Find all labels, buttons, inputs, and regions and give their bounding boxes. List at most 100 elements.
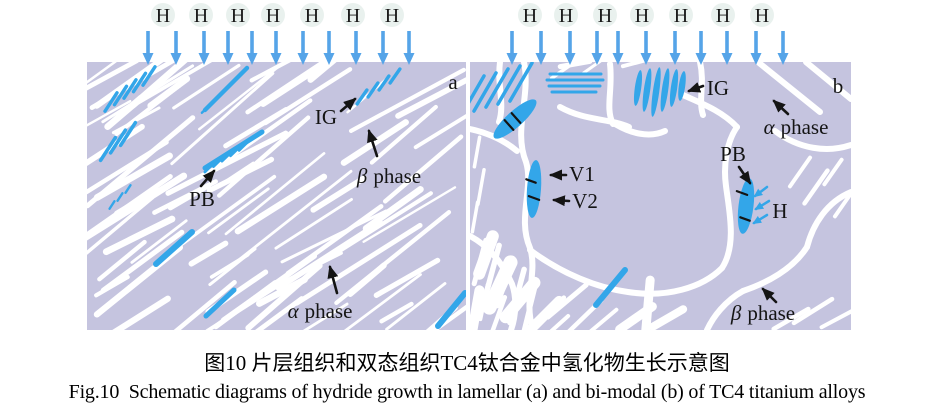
alpha-lamella — [223, 107, 289, 149]
h-atom-circle — [518, 3, 542, 27]
alpha-lamella — [263, 251, 343, 293]
hydride-streak — [122, 78, 138, 100]
hydride-streak — [470, 74, 486, 104]
alpha-lamella — [334, 191, 433, 255]
twin-tick — [525, 178, 537, 184]
alpha-phase-arrow — [327, 265, 339, 295]
h-atom-label: H — [156, 5, 170, 27]
alpha-lamella — [379, 301, 414, 324]
alpha-lamella — [207, 187, 270, 235]
beta-phase-arrow — [761, 287, 778, 304]
beta-word: phase — [747, 301, 795, 325]
hydride-branch-arrow — [752, 213, 769, 225]
alpha-lamella — [213, 280, 278, 330]
alpha-lamella — [206, 156, 275, 194]
h-atom-circle — [300, 3, 324, 27]
beta-lamella — [648, 305, 688, 330]
h-atom-circle — [261, 3, 285, 27]
beta-word: phase — [373, 164, 421, 188]
alpha-lamella — [173, 280, 237, 330]
hydride-streak — [108, 128, 128, 155]
beta-lamella — [589, 307, 619, 330]
beta-lamella — [472, 135, 482, 169]
hydride-streak — [153, 229, 195, 267]
hydride-streak — [484, 67, 510, 109]
beta-lamella — [549, 313, 571, 330]
alpha-lamella — [334, 210, 452, 306]
h-atom-circle — [151, 3, 175, 27]
h-atom-circle — [226, 3, 250, 27]
alpha-lamella — [87, 62, 117, 84]
alpha-lamella — [188, 240, 229, 267]
grain-boundary — [804, 189, 851, 250]
h-atom-label: H — [755, 5, 769, 27]
alpha-lamella — [94, 275, 130, 298]
figure-diagram: IG PB β phase α phase a IG α phase PB H V1 … — [87, 3, 851, 330]
alpha-lamella — [224, 152, 326, 236]
hydride-streak — [496, 64, 522, 106]
grain-boundary — [496, 62, 505, 125]
alpha-lamella — [165, 130, 289, 196]
alpha-lamella — [382, 134, 464, 204]
h-atom-label: H — [231, 5, 245, 27]
hydride-streak — [141, 65, 157, 87]
hydride-streak — [124, 184, 132, 194]
ig-arrow — [339, 97, 357, 113]
alpha-lamella — [310, 175, 367, 213]
v2-arrow — [552, 195, 571, 207]
hydride-branch-arrow — [753, 185, 769, 198]
alpha-lamella — [395, 77, 466, 119]
h-atom-circle — [711, 3, 735, 27]
v-hydride-lens — [526, 160, 542, 218]
hydride-streak — [112, 84, 129, 107]
label-v2: V2 — [572, 189, 598, 213]
beta-lamella — [620, 62, 647, 69]
alpha-word: phase — [305, 299, 353, 323]
grain-boundary — [609, 119, 668, 138]
alpha-lamella — [129, 62, 188, 109]
alpha-symbol: α — [288, 299, 300, 323]
alpha-lamella — [152, 179, 218, 215]
alpha-lamella — [172, 63, 241, 110]
grain-boundary — [740, 244, 810, 294]
alpha-phase-arrow — [772, 99, 790, 116]
beta-lamella — [819, 309, 851, 330]
twin-tick — [503, 119, 515, 131]
alpha-lamella — [170, 71, 275, 166]
alpha-lamella — [362, 186, 424, 232]
panel-b-grain-texture — [470, 62, 851, 330]
beta-lamella — [802, 168, 830, 206]
alpha-lamella — [208, 247, 257, 287]
label-pb: PB — [720, 142, 746, 166]
label-v1: V1 — [569, 162, 595, 186]
label-ig: IG — [707, 76, 729, 100]
pb-arrow — [737, 165, 752, 185]
hydride-branch-arrow — [754, 199, 771, 211]
beta-lamella — [494, 255, 516, 309]
beta-lamella — [791, 296, 835, 326]
grain-boundary — [772, 128, 851, 152]
hydride-streak — [118, 120, 138, 148]
h-atom-label: H — [598, 5, 612, 27]
ig-hydride-lens — [669, 69, 679, 107]
beta-lamella — [471, 237, 489, 287]
alpha-lamella — [93, 62, 164, 109]
alpha-lamella — [111, 106, 161, 135]
alpha-lamella — [234, 173, 328, 235]
alpha-lamella — [112, 295, 171, 330]
panel-b-annotations: IG α phase PB H V1 V2 β phase b — [549, 74, 843, 325]
beta-lamella — [521, 284, 538, 330]
hydride-feather-branch — [212, 154, 227, 168]
h-atom-label: H — [559, 5, 573, 27]
label-alpha-phase: α phase — [288, 299, 353, 323]
alpha-lamella — [198, 62, 285, 131]
alpha-lamella — [87, 62, 139, 91]
hydride-feather-branch — [225, 75, 240, 89]
beta-lamella — [478, 282, 490, 322]
twin-tick — [510, 112, 522, 124]
alpha-lamella — [97, 239, 147, 282]
panel-a-letter: a — [448, 70, 458, 94]
hydride-feather-branch — [237, 137, 252, 152]
alpha-lamella — [147, 75, 191, 109]
alpha-lamella — [385, 282, 447, 330]
